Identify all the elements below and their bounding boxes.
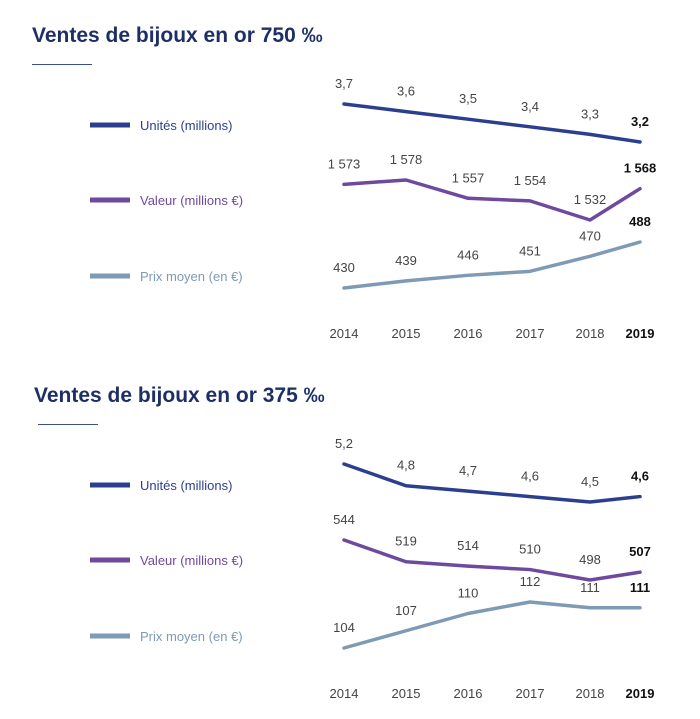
data-label-price: 111 bbox=[630, 580, 650, 595]
data-label-price: 110 bbox=[458, 586, 479, 601]
series-line-price bbox=[342, 600, 642, 650]
data-label-price: 111 bbox=[580, 580, 600, 595]
x-tick-label: 2018 bbox=[576, 326, 605, 341]
legend-label-units: Unités (millions) bbox=[140, 118, 232, 133]
data-label-units: 4,7 bbox=[459, 463, 477, 478]
data-label-price: 446 bbox=[457, 247, 479, 262]
data-label-value: 544 bbox=[333, 512, 355, 527]
data-label-value: 507 bbox=[629, 544, 651, 559]
x-tick-label: 2016 bbox=[454, 686, 483, 701]
series-line-units bbox=[342, 462, 642, 504]
x-tick-label: 2015 bbox=[392, 326, 421, 341]
series-line-value bbox=[342, 538, 642, 582]
data-label-value: 519 bbox=[395, 534, 417, 549]
data-label-units: 3,7 bbox=[335, 76, 353, 91]
data-label-value: 1 573 bbox=[328, 156, 361, 171]
data-label-value: 514 bbox=[457, 538, 479, 553]
data-label-value: 510 bbox=[519, 542, 541, 557]
chart-title: Ventes de bijoux en or 375 ‰ bbox=[34, 384, 325, 407]
data-label-price: 104 bbox=[333, 620, 355, 635]
series-line-units bbox=[342, 102, 642, 144]
line-chart-375: Unités (millions) 5,2 4,8 4,7 4,6 4,5 4,6 Valeu… bbox=[90, 436, 655, 701]
line-chart-750: Unités (millions) 3,7 3,6 3,5 3,4 3,3 3,2 Valeu… bbox=[90, 76, 657, 341]
data-label-value: 1 554 bbox=[514, 173, 547, 188]
data-label-units: 4,5 bbox=[581, 474, 599, 489]
series-line-value bbox=[342, 178, 642, 222]
data-label-price: 451 bbox=[519, 243, 541, 258]
data-label-units: 3,4 bbox=[521, 99, 539, 114]
data-label-price: 439 bbox=[395, 253, 417, 268]
chart-section-375: Ventes de bijoux en or 375 ‰ Unités (mil… bbox=[0, 360, 700, 715]
data-label-value: 1 557 bbox=[452, 170, 485, 185]
chart-title: Ventes de bijoux en or 750 ‰ bbox=[32, 24, 323, 47]
data-label-units: 4,6 bbox=[521, 469, 539, 484]
legend-label-value: Valeur (millions €) bbox=[140, 193, 243, 208]
x-tick-label: 2018 bbox=[576, 686, 605, 701]
data-label-units: 3,2 bbox=[631, 114, 649, 129]
data-label-units: 5,2 bbox=[335, 436, 353, 451]
x-tick-label: 2015 bbox=[392, 686, 421, 701]
data-label-price: 430 bbox=[333, 260, 355, 275]
x-tick-label: 2017 bbox=[516, 326, 545, 341]
x-tick-label: 2014 bbox=[330, 686, 359, 701]
data-label-value: 498 bbox=[579, 552, 601, 567]
data-label-units: 3,6 bbox=[397, 84, 415, 99]
data-label-units: 3,5 bbox=[459, 91, 477, 106]
title-underline bbox=[32, 64, 92, 65]
x-tick-label: 2019 bbox=[626, 326, 655, 341]
data-label-value: 1 578 bbox=[390, 152, 423, 167]
data-label-units: 4,6 bbox=[631, 469, 649, 484]
series-line-price bbox=[342, 240, 642, 290]
legend-label-price: Prix moyen (en €) bbox=[140, 269, 243, 284]
legend-label-value: Valeur (millions €) bbox=[140, 553, 243, 568]
x-tick-label: 2017 bbox=[516, 686, 545, 701]
legend-label-price: Prix moyen (en €) bbox=[140, 629, 243, 644]
data-label-price: 488 bbox=[629, 214, 651, 229]
data-label-price: 470 bbox=[579, 228, 601, 243]
x-tick-label: 2014 bbox=[330, 326, 359, 341]
data-label-value: 1 568 bbox=[624, 161, 657, 176]
chart-section-750: Ventes de bijoux en or 750 ‰ Unités (mil… bbox=[0, 0, 700, 355]
x-tick-label: 2019 bbox=[626, 686, 655, 701]
title-underline bbox=[38, 424, 98, 425]
data-label-price: 112 bbox=[520, 574, 541, 589]
data-label-value: 1 532 bbox=[574, 192, 607, 207]
data-label-units: 3,3 bbox=[581, 106, 599, 121]
data-label-units: 4,8 bbox=[397, 458, 415, 473]
x-tick-label: 2016 bbox=[454, 326, 483, 341]
data-label-price: 107 bbox=[395, 603, 417, 618]
legend-label-units: Unités (millions) bbox=[140, 478, 232, 493]
